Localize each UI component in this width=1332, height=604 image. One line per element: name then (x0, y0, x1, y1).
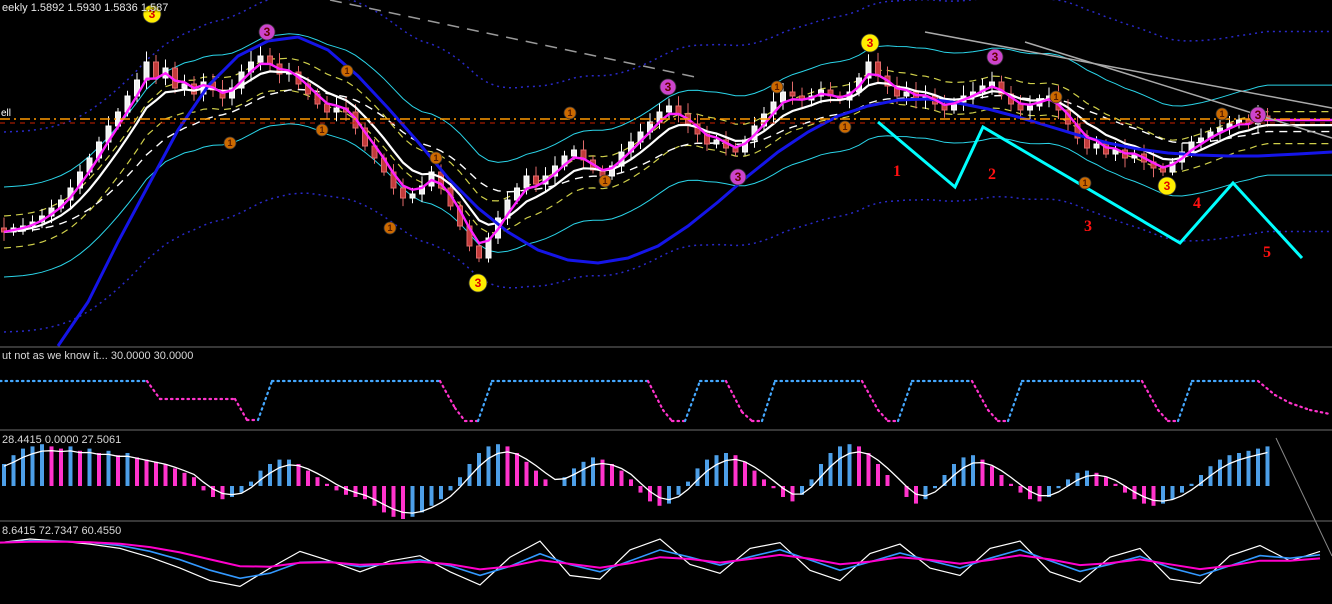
trendline (924, 31, 1332, 109)
svg-text:1: 1 (774, 82, 779, 92)
panel-histogram-oscillator (2, 444, 1270, 519)
orange-circles-marker: 1 (383, 221, 397, 235)
svg-text:3: 3 (735, 170, 742, 184)
svg-text:3: 3 (264, 25, 271, 39)
svg-text:1: 1 (344, 66, 349, 76)
svg-text:1: 1 (602, 176, 607, 186)
svg-text:3: 3 (149, 7, 156, 21)
indicator1-label: ut not as we know it... 30.0000 30.0000 (2, 350, 194, 362)
orange-circles-marker: 1 (838, 120, 852, 134)
yellow-circles-marker: 3 (1157, 176, 1177, 196)
svg-text:1: 1 (567, 108, 572, 118)
indicator2-label: 28.4415 0.0000 27.5061 (2, 434, 122, 446)
orange-circles-marker: 1 (315, 123, 329, 137)
violet-circles-marker: 3 (659, 78, 677, 96)
violet-circles-marker: 3 (258, 23, 276, 41)
svg-text:3: 3 (867, 36, 874, 50)
orange-circles-marker: 1 (563, 106, 577, 120)
sell-line-label: ell (1, 108, 12, 119)
blue-ma-line (56, 35, 1332, 347)
svg-text:1: 1 (387, 223, 392, 233)
wave-number-label: 5 (1263, 244, 1271, 261)
scale-diagonal-line (1275, 437, 1332, 557)
svg-text:1: 1 (842, 122, 847, 132)
svg-text:1: 1 (1082, 178, 1087, 188)
trendline (1024, 41, 1332, 139)
trendline (329, 0, 701, 79)
svg-text:3: 3 (1255, 108, 1262, 122)
orange-circles-marker: 1 (598, 174, 612, 188)
orange-circles-marker: 1 (340, 64, 354, 78)
svg-text:3: 3 (992, 50, 999, 64)
wave-number-label: 4 (1193, 195, 1201, 212)
violet-circles-marker: 3 (1249, 106, 1267, 124)
svg-text:1: 1 (227, 138, 232, 148)
svg-text:1: 1 (433, 153, 438, 163)
svg-text:1: 1 (319, 125, 324, 135)
svg-text:3: 3 (475, 276, 482, 290)
yellow-circles-marker: 3 (142, 4, 162, 24)
violet-circles-marker: 3 (729, 168, 747, 186)
candles (1, 46, 1271, 263)
wave-number-label: 2 (988, 166, 996, 183)
indicator3-label: 8.6415 72.7347 60.4550 (2, 525, 122, 537)
orange-circles-marker: 1 (1215, 107, 1229, 121)
svg-text:3: 3 (1164, 179, 1171, 193)
wave-number-label: 1 (893, 163, 901, 180)
orange-circles-marker: 1 (1078, 176, 1092, 190)
orange-circles-marker: 1 (770, 80, 784, 94)
svg-text:1: 1 (1053, 92, 1058, 102)
main-chart-layer: 1 2 3 4 5 3 3 3 3 3 3 3 3 3 1 1 1 1 1 1 1 1 1 1 1 1 (0, 0, 1332, 347)
panel-stochastic-lines (0, 538, 1321, 588)
svg-text:3: 3 (665, 80, 672, 94)
yellow-circles-marker: 3 (860, 33, 880, 53)
wave-number-label: 3 (1084, 218, 1092, 235)
symbol-ohlc-readout: eekly 1.5892 1.5930 1.5836 1.587 (2, 2, 169, 14)
orange-circles-marker: 1 (1049, 90, 1063, 104)
orange-circles-marker: 1 (223, 136, 237, 150)
yellow-circles-marker: 3 (468, 273, 488, 293)
violet-circles-marker: 3 (986, 48, 1004, 66)
orange-circles-marker: 1 (429, 151, 443, 165)
svg-text:1: 1 (1219, 109, 1224, 119)
panel-step-indicator (0, 379, 1332, 423)
